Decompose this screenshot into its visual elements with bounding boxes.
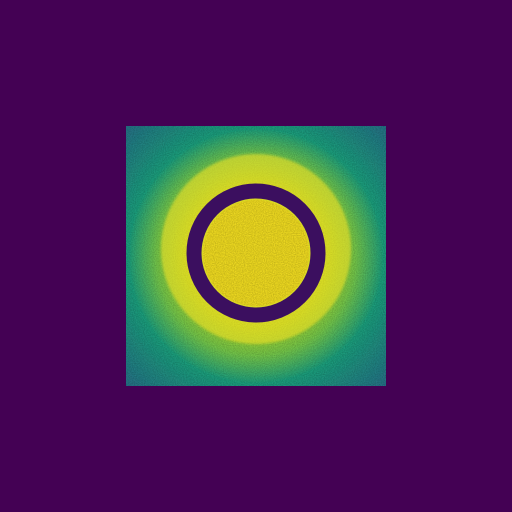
dark-ring bbox=[186, 183, 326, 323]
bright-center-disc bbox=[203, 200, 309, 306]
